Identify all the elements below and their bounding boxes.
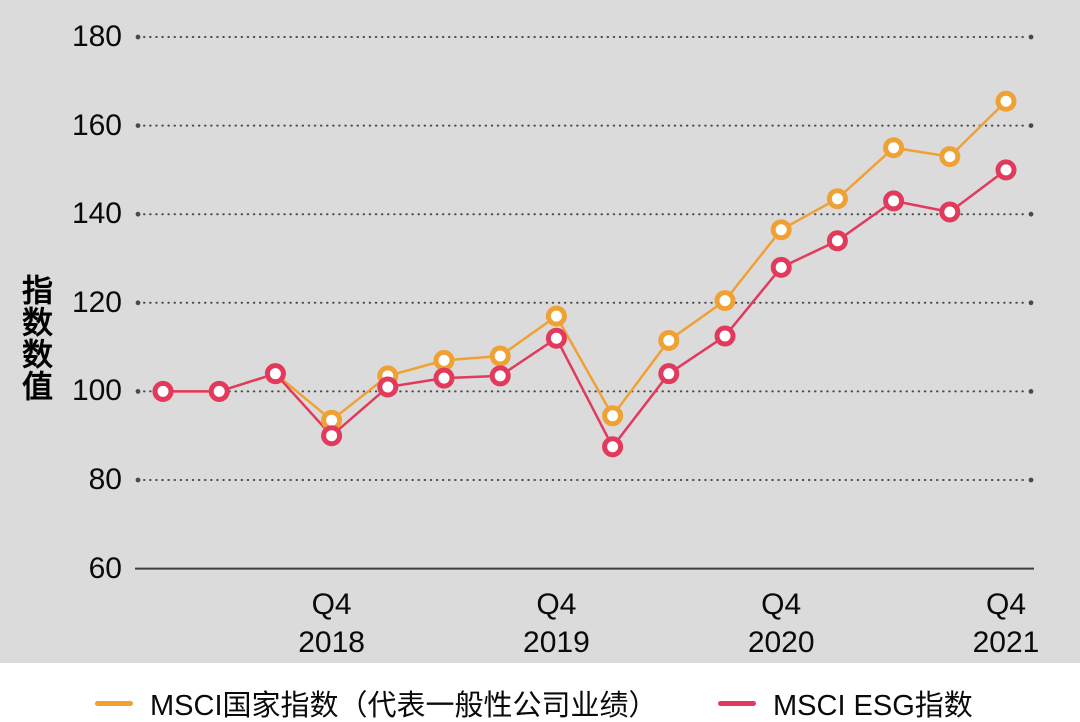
data-point-marker-s1 xyxy=(658,363,680,385)
gridline-end-dot xyxy=(135,300,141,306)
gridline-end-dot xyxy=(135,477,141,483)
data-point-marker-s0 xyxy=(826,188,848,210)
data-point-marker-s1 xyxy=(152,380,174,402)
x-tick-quarter: Q4 xyxy=(985,588,1027,621)
legend-swatch-icon xyxy=(95,700,133,706)
data-point-marker-s1 xyxy=(770,256,792,278)
data-point-marker-s1 xyxy=(321,425,343,447)
x-tick-label: Q4 2020 xyxy=(701,586,861,662)
legend-item-1: MSCI ESG指数 xyxy=(718,684,973,722)
gridline-end-dot xyxy=(1028,477,1034,483)
y-axis-title: 指数数值 xyxy=(17,274,52,402)
x-tick-year: 2021 xyxy=(972,626,1040,659)
x-tick-year: 2020 xyxy=(747,626,815,659)
x-tick-label: Q4 2019 xyxy=(476,586,636,662)
gridline-end-dot xyxy=(1028,123,1034,128)
gridline-end-dot xyxy=(1028,211,1034,217)
y-tick-label: 180 xyxy=(71,20,122,53)
x-tick-year: 2018 xyxy=(298,626,365,659)
gridline-end-dot xyxy=(135,123,141,128)
x-tick-quarter: Q4 xyxy=(311,588,352,621)
y-tick-label: 100 xyxy=(71,374,122,408)
legend-swatch-icon xyxy=(718,700,756,706)
series-line-1 xyxy=(163,168,1007,449)
data-point-marker-s0 xyxy=(433,349,455,371)
data-point-marker-s1 xyxy=(433,367,455,389)
data-point-marker-s0 xyxy=(658,329,680,351)
data-point-marker-s1 xyxy=(939,201,961,223)
y-tick-label: 60 xyxy=(88,551,122,585)
plot-panel xyxy=(0,0,1080,663)
gridline-end-dot xyxy=(1028,34,1034,40)
data-point-marker-s1 xyxy=(883,190,905,212)
y-tick-label: 160 xyxy=(71,108,122,142)
series-line-0 xyxy=(163,100,1007,422)
legend-label: MSCI ESG指数 xyxy=(773,690,973,722)
y-tick-label: 140 xyxy=(71,197,122,231)
gridline-end-dot xyxy=(1028,300,1034,306)
x-tick-year: 2019 xyxy=(523,626,590,659)
x-tick-label: Q4 2018 xyxy=(252,586,412,662)
data-point-marker-s0 xyxy=(545,305,567,327)
data-point-marker-s1 xyxy=(995,159,1017,181)
data-point-marker-s1 xyxy=(377,376,399,398)
y-tick-label: 120 xyxy=(71,285,122,319)
x-tick-quarter: Q4 xyxy=(761,588,802,621)
gridline-end-dot xyxy=(1028,389,1034,394)
data-point-marker-s0 xyxy=(770,219,792,241)
data-point-marker-s1 xyxy=(602,436,624,458)
data-point-marker-s1 xyxy=(826,230,848,252)
data-point-marker-s1 xyxy=(489,365,511,387)
data-point-marker-s0 xyxy=(602,405,624,427)
x-tick-label: Q4 2021 xyxy=(926,586,1080,662)
legend-label: MSCI国家指数（代表一般性公司业绩） xyxy=(150,690,658,722)
legend: MSCI国家指数（代表一般性公司业绩） MSCI ESG指数 xyxy=(0,684,1080,722)
data-point-marker-s1 xyxy=(208,380,230,402)
data-point-marker-s0 xyxy=(995,90,1017,112)
gridline-end-dot xyxy=(135,389,141,394)
legend-item-0: MSCI国家指数（代表一般性公司业绩） xyxy=(95,684,658,722)
x-tick-quarter: Q4 xyxy=(536,588,577,621)
data-point-marker-s1 xyxy=(545,327,567,349)
y-tick-label: 80 xyxy=(88,463,122,496)
data-point-marker-s0 xyxy=(714,290,736,312)
data-point-marker-s1 xyxy=(714,325,736,347)
gridline-end-dot xyxy=(135,211,141,217)
data-point-marker-s0 xyxy=(939,146,961,168)
data-point-marker-s0 xyxy=(489,345,511,367)
gridline-end-dot xyxy=(135,34,141,40)
plot-area xyxy=(135,34,1034,570)
data-point-marker-s1 xyxy=(264,363,286,385)
data-point-marker-s0 xyxy=(883,137,905,159)
